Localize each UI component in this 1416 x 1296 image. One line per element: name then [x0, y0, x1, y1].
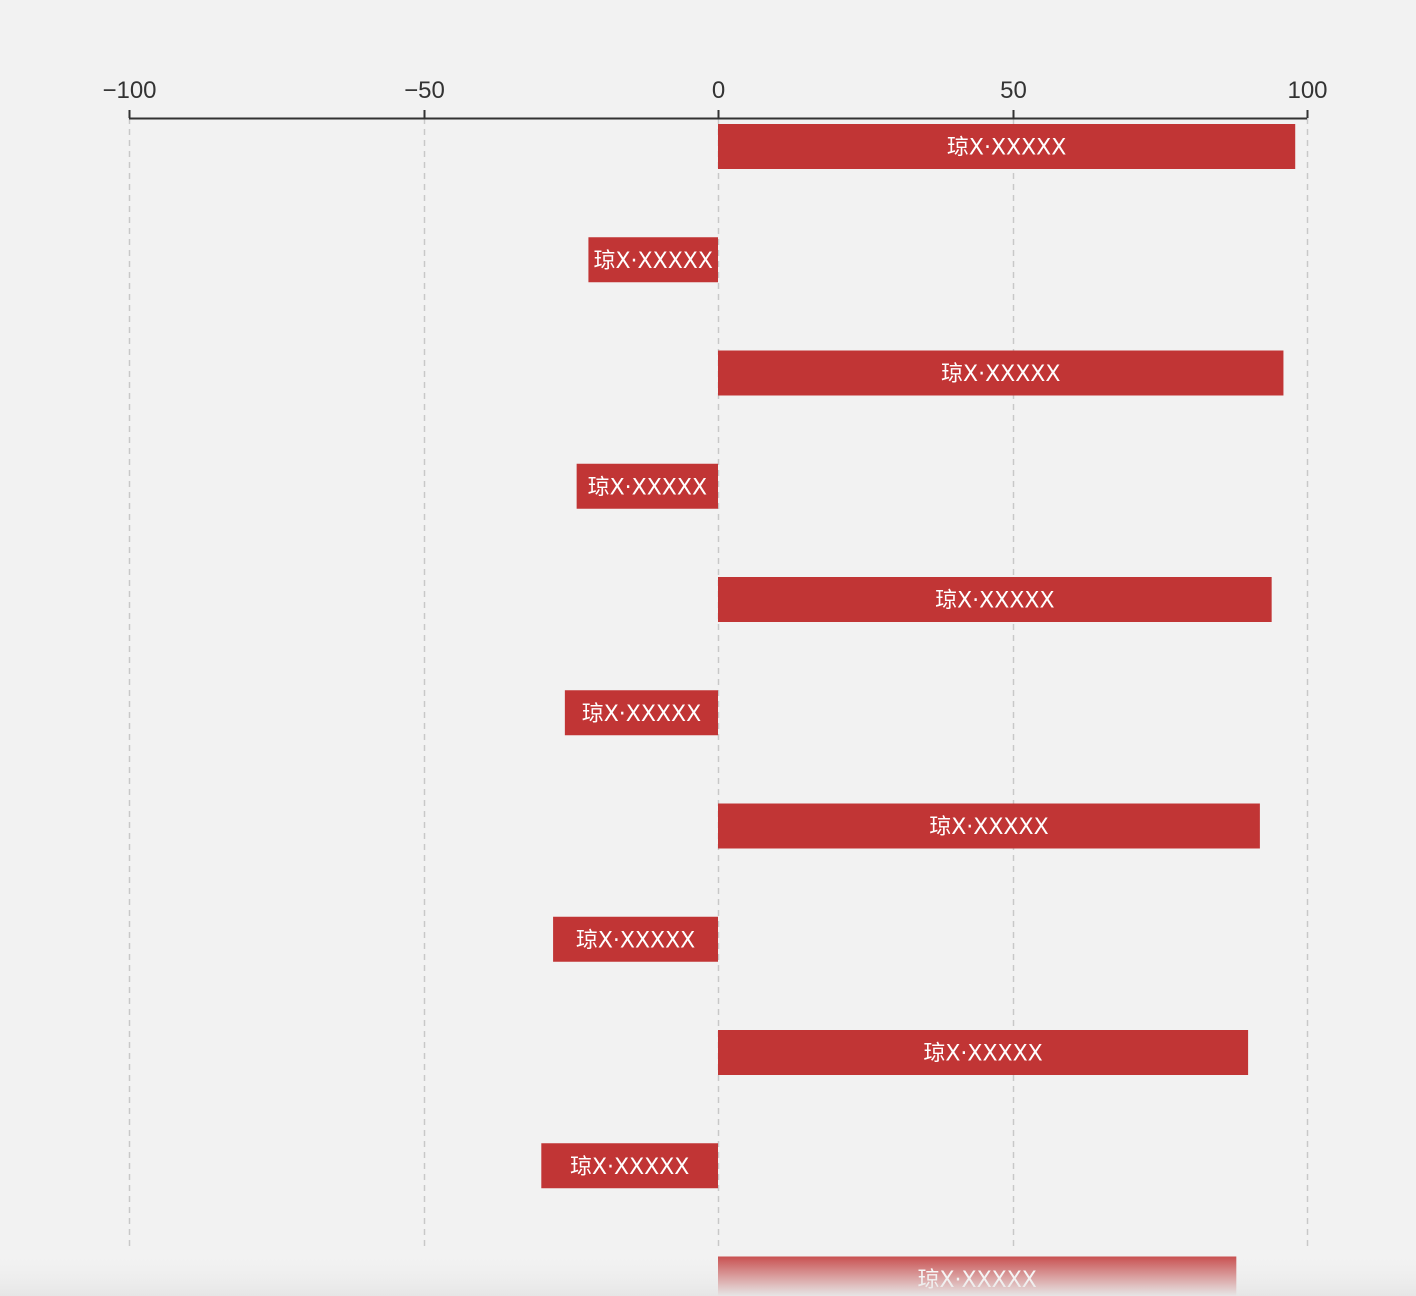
- bar: [553, 916, 718, 962]
- bar-label: 琼X·XXXXX: [582, 702, 701, 727]
- bar-label: 琼X·XXXXX: [923, 1042, 1042, 1067]
- x-tick-label: −100: [102, 77, 156, 104]
- bar-label: 琼X·XXXXX: [947, 136, 1066, 161]
- bar: [576, 463, 718, 509]
- bar: [718, 124, 1296, 169]
- bar: [564, 690, 718, 736]
- bar-label: 琼X·XXXXX: [570, 1155, 689, 1180]
- bar: [718, 350, 1284, 396]
- bar: [588, 237, 718, 283]
- x-tick-label: 100: [1287, 77, 1327, 104]
- bar: [718, 577, 1272, 622]
- bar: [541, 1143, 718, 1189]
- bar-label: 琼X·XXXXX: [935, 589, 1054, 614]
- bottom-fade: [0, 1250, 1416, 1296]
- x-tick-label: 50: [1000, 77, 1027, 104]
- bar-label: 琼X·XXXXX: [929, 815, 1048, 840]
- bar: [718, 1030, 1249, 1075]
- x-tick-label: −50: [404, 77, 445, 104]
- x-tick-label: 0: [712, 77, 725, 104]
- grid-lines: [128, 118, 1309, 1248]
- bar: [718, 803, 1260, 849]
- bar-label: 琼X·XXXXX: [941, 362, 1060, 387]
- bar-label: 琼X·XXXXX: [588, 475, 707, 500]
- bars: [541, 124, 1296, 1296]
- x-axis: −100 −50 0 50 100: [102, 77, 1328, 120]
- bar-label: 琼X·XXXXX: [593, 249, 712, 274]
- bar-label: 琼X·XXXXX: [576, 928, 695, 953]
